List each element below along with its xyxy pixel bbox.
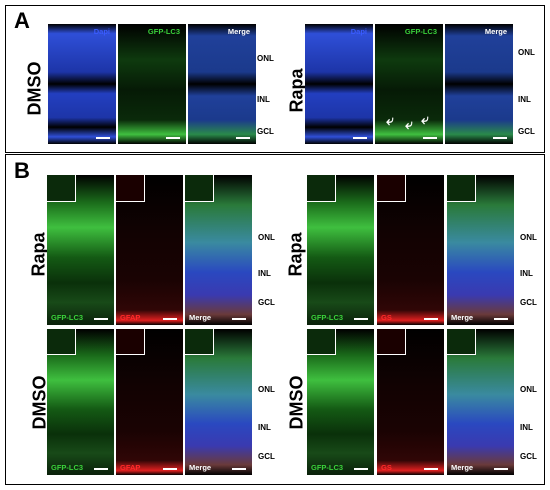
scale-bar — [354, 468, 368, 470]
scale-bar — [94, 468, 108, 470]
scale-bar — [423, 137, 437, 139]
scale-bar — [353, 137, 367, 139]
tile-channel-label: Merge — [227, 27, 250, 36]
scale-bar — [166, 137, 180, 139]
tile-channel-label: GFP-LC3 — [404, 27, 437, 36]
micrograph-tile-merge: Merge — [185, 175, 252, 325]
layer-label-inl: INL — [520, 269, 533, 278]
scale-bar — [94, 318, 108, 320]
tile-channel-label: GFP-LC3 — [147, 27, 180, 36]
layer-label-inl: INL — [258, 269, 271, 278]
micrograph-tile-gfp-lc3: GFP-LC3 — [47, 329, 114, 475]
scale-bar — [354, 318, 368, 320]
layer-label-onl: ONL — [258, 385, 275, 394]
micrograph-tile-gfp-lc3: GFP-LC3 — [307, 175, 374, 325]
tile-channel-label: Merge — [451, 463, 474, 472]
micrograph-tile-dapi: Dapi — [48, 24, 116, 144]
micrograph-tile-gs: GS — [377, 175, 444, 325]
inset-box — [116, 329, 146, 356]
micrograph-tile-gfp-lc3: GFP-LC3 — [118, 24, 186, 144]
inset-box — [185, 329, 215, 356]
scale-bar — [424, 468, 438, 470]
layer-label-gcl: GCL — [257, 127, 274, 136]
tile-channel-label: GFAP — [120, 463, 141, 472]
scale-bar — [232, 468, 246, 470]
layer-label-gcl: GCL — [520, 452, 537, 461]
scale-bar — [493, 137, 507, 139]
layer-label-gcl: GCL — [258, 452, 275, 461]
tile-channel-label: Merge — [189, 463, 212, 472]
tile-channel-label: Merge — [451, 313, 474, 322]
layer-label-inl: INL — [258, 423, 271, 432]
tile-channel-label: GFP-LC3 — [51, 463, 84, 472]
scale-bar — [96, 137, 110, 139]
micrograph-tile-gfp-lc3: GFP-LC3 — [375, 24, 443, 144]
panel-b-frame — [5, 154, 545, 485]
tile-channel-label: Merge — [484, 27, 507, 36]
layer-label-gcl: GCL — [520, 298, 537, 307]
tile-channel-label: GS — [381, 313, 392, 322]
inset-box — [116, 175, 146, 202]
row-label-b-bottomright: DMSO — [286, 375, 307, 430]
layer-label-gcl: GCL — [518, 127, 535, 136]
row-label-b-topright: Rapa — [285, 232, 306, 277]
inset-box — [447, 329, 477, 356]
panel-a-letter: A — [14, 8, 30, 33]
inset-box — [307, 175, 337, 202]
micrograph-tile-merge: Merge — [445, 24, 513, 144]
tile-channel-label: Dapi — [350, 27, 367, 36]
layer-label-gcl: GCL — [258, 298, 275, 307]
scale-bar — [232, 318, 246, 320]
inset-box — [447, 175, 477, 202]
scale-bar — [494, 468, 508, 470]
scale-bar — [163, 468, 177, 470]
layer-label-onl: ONL — [518, 48, 535, 57]
micrograph-tile-gs: GS — [377, 329, 444, 475]
layer-label-inl: INL — [520, 423, 533, 432]
layer-label-onl: ONL — [520, 233, 537, 242]
micrograph-tile-merge: Merge — [188, 24, 256, 144]
inset-box — [47, 175, 77, 202]
arrow-icon: ⤶ — [405, 116, 413, 132]
micrograph-tile-gfap: GFAP — [116, 175, 183, 325]
layer-label-inl: INL — [257, 95, 270, 104]
tile-channel-label: Dapi — [93, 27, 110, 36]
inset-box — [307, 329, 337, 356]
arrow-icon: ⤶ — [421, 111, 429, 127]
tile-channel-label: GFP-LC3 — [51, 313, 84, 322]
inset-box — [377, 329, 407, 356]
arrow-icon: ⤶ — [386, 112, 394, 128]
micrograph-tile-merge: Merge — [447, 329, 514, 475]
row-label-a-left: DMSO — [24, 61, 45, 116]
scale-bar — [163, 318, 177, 320]
tile-channel-label: GFP-LC3 — [311, 313, 344, 322]
micrograph-tile-gfp-lc3: GFP-LC3 — [47, 175, 114, 325]
micrograph-tile-merge: Merge — [447, 175, 514, 325]
panel-b-letter: B — [14, 158, 30, 183]
layer-label-onl: ONL — [258, 233, 275, 242]
scale-bar — [494, 318, 508, 320]
scale-bar — [236, 137, 250, 139]
micrograph-tile-dapi: Dapi — [305, 24, 373, 144]
inset-box — [377, 175, 407, 202]
layer-label-inl: INL — [518, 95, 531, 104]
tile-channel-label: Merge — [189, 313, 212, 322]
panel-a-frame — [5, 5, 545, 153]
layer-label-onl: ONL — [520, 385, 537, 394]
inset-box — [185, 175, 215, 202]
layer-label-onl: ONL — [257, 54, 274, 63]
tile-channel-label: GFP-LC3 — [311, 463, 344, 472]
tile-channel-label: GS — [381, 463, 392, 472]
scale-bar — [424, 318, 438, 320]
micrograph-tile-gfap: GFAP — [116, 329, 183, 475]
tile-channel-label: GFAP — [120, 313, 141, 322]
inset-box — [47, 329, 77, 356]
micrograph-tile-gfp-lc3: GFP-LC3 — [307, 329, 374, 475]
micrograph-tile-merge: Merge — [185, 329, 252, 475]
